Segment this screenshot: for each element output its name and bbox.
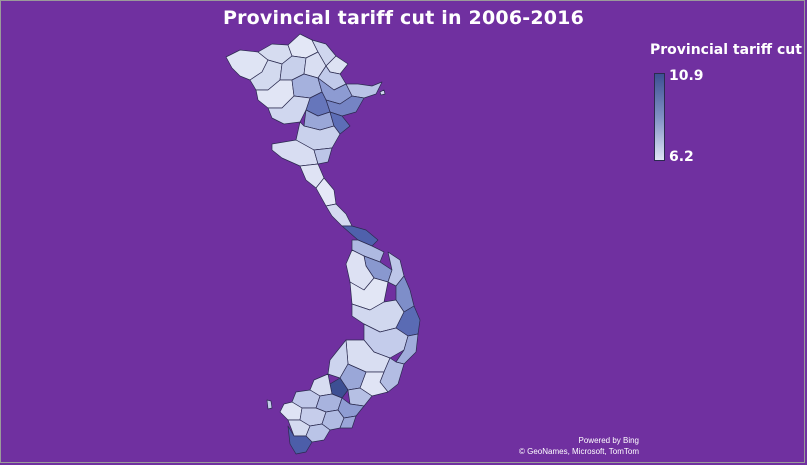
- province-region: [329, 111, 351, 135]
- province-region: [347, 387, 373, 407]
- map-title: Provincial tariff cut in 2006-2016: [222, 7, 585, 29]
- province-region: [313, 147, 333, 165]
- map-attribution: Powered by Bing © GeoNames, Microsoft, T…: [519, 435, 639, 457]
- province-region: [315, 177, 337, 207]
- island: [379, 89, 386, 96]
- powered-by-label: Powered by Bing: [578, 436, 639, 445]
- province-region: [287, 425, 313, 455]
- island: [266, 399, 273, 410]
- legend-min-value: 6.2: [669, 149, 694, 165]
- map-credits: © GeoNames, Microsoft, TomTom: [519, 447, 639, 456]
- legend-title: Provincial tariff cut: [650, 42, 802, 58]
- legend-color-scale: [654, 73, 665, 161]
- legend-max-value: 10.9: [669, 68, 704, 84]
- province-region: [339, 415, 357, 429]
- province-region: [325, 203, 353, 227]
